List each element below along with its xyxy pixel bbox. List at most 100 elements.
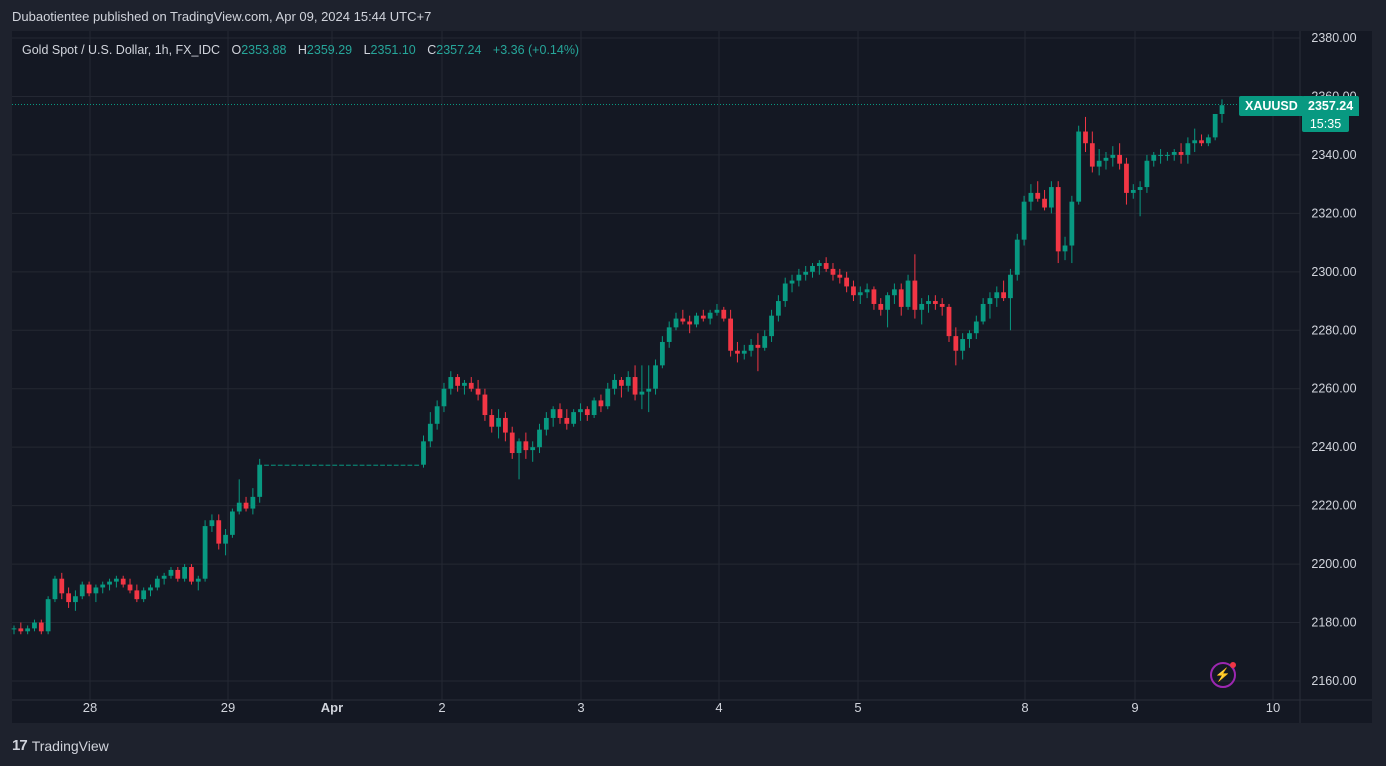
- candle-body: [202, 526, 208, 579]
- candle-body: [107, 581, 112, 585]
- lightning-bolt-icon[interactable]: ⚡: [1210, 662, 1236, 688]
- candle-body: [305, 464, 310, 466]
- candle-body: [427, 423, 433, 442]
- candle-body: [400, 464, 406, 466]
- footer-brand[interactable]: 17 TradingView: [12, 737, 109, 754]
- candle-body: [871, 289, 877, 304]
- candle-body: [851, 286, 856, 296]
- candle-body: [318, 464, 324, 466]
- candle-body: [52, 578, 58, 600]
- candle-body: [789, 280, 795, 284]
- candle-body: [700, 315, 706, 319]
- candle-body: [673, 318, 679, 328]
- candle-body: [236, 502, 242, 512]
- candle-body: [714, 309, 720, 313]
- candle-body: [953, 336, 959, 351]
- candle-body: [434, 406, 440, 424]
- candle-body: [325, 464, 331, 466]
- candle-body: [86, 584, 92, 594]
- candle-body: [264, 464, 269, 466]
- candle-body: [93, 587, 99, 594]
- candle-body: [932, 301, 938, 304]
- candle-body: [1069, 201, 1075, 246]
- candle-body: [298, 464, 304, 466]
- candle-body: [1062, 245, 1068, 252]
- x-tick-label: 2: [438, 700, 445, 715]
- candle-body: [537, 429, 542, 448]
- candle-body: [1103, 157, 1109, 161]
- y-tick-label: 2300.00: [1311, 265, 1356, 279]
- candle-body: [994, 292, 1000, 299]
- candle-body: [359, 464, 365, 466]
- candle-body: [1055, 187, 1061, 252]
- candle-body: [1212, 113, 1218, 138]
- candle-body: [489, 415, 495, 427]
- candle-body: [1110, 154, 1116, 158]
- y-tick-label: 2280.00: [1311, 323, 1356, 337]
- candle-body: [523, 441, 529, 451]
- candle-body: [1124, 163, 1129, 193]
- candle-body: [830, 268, 836, 275]
- symbol-legend[interactable]: Gold Spot / U.S. Dollar, 1h, FX_IDC O235…: [22, 43, 579, 57]
- candle-body: [980, 303, 986, 322]
- candle-body: [257, 464, 263, 497]
- candle-body: [960, 339, 966, 351]
- candle-body: [878, 303, 884, 310]
- candle-body: [946, 306, 952, 337]
- candle-body: [1028, 192, 1034, 202]
- candle-body: [1117, 154, 1123, 164]
- candle-body: [755, 344, 761, 348]
- y-tick-label: 2180.00: [1311, 616, 1356, 630]
- candle-body: [1185, 143, 1191, 155]
- candle-body: [277, 464, 283, 466]
- y-tick-label: 2320.00: [1311, 206, 1356, 220]
- candle-body: [1137, 187, 1143, 190]
- candle-body: [352, 464, 358, 466]
- candle-body: [1008, 274, 1013, 299]
- candle-body: [113, 578, 119, 582]
- high-label: H: [297, 43, 307, 57]
- candle-body: [366, 464, 372, 466]
- tradingview-logo-icon: 17: [12, 737, 28, 754]
- candle-body: [516, 441, 522, 454]
- open-label: O: [231, 43, 242, 57]
- candle-body: [441, 388, 447, 407]
- candle-body: [857, 292, 863, 296]
- candle-body: [386, 464, 392, 466]
- candle-body: [967, 333, 972, 340]
- candle-body: [448, 377, 454, 389]
- candle-body: [885, 295, 890, 310]
- candle-body: [1083, 131, 1088, 144]
- candle-body: [619, 379, 624, 386]
- chart-pane[interactable]: [12, 31, 1372, 723]
- last-price-badge: 2357.24: [1302, 96, 1360, 116]
- candle-body: [73, 596, 78, 603]
- candle-body: [250, 496, 256, 509]
- x-tick-label: 10: [1266, 700, 1280, 715]
- candle-body: [455, 377, 461, 386]
- candle-body: [380, 464, 385, 466]
- candle-body: [694, 315, 699, 325]
- candle-body: [625, 377, 631, 386]
- candle-body: [79, 584, 85, 597]
- candle-body: [584, 409, 590, 416]
- y-tick-label: 2200.00: [1311, 557, 1356, 571]
- candle-body: [796, 274, 802, 281]
- candle-body: [1048, 187, 1054, 208]
- candle-body: [775, 301, 781, 316]
- candle-body: [707, 312, 713, 319]
- candle-body: [973, 321, 979, 334]
- candle-body: [919, 303, 925, 310]
- candle-body: [127, 584, 133, 591]
- candle-body: [134, 590, 140, 600]
- candle-body: [38, 622, 44, 632]
- candle-body: [230, 511, 235, 535]
- candle-body: [926, 301, 931, 304]
- candle-body: [530, 447, 536, 451]
- symbol-title[interactable]: Gold Spot / U.S. Dollar, 1h, FX_IDC: [22, 43, 220, 57]
- candle-body: [216, 520, 222, 544]
- candle-body: [810, 265, 815, 272]
- candle-body: [66, 593, 71, 603]
- candle-body: [564, 417, 570, 424]
